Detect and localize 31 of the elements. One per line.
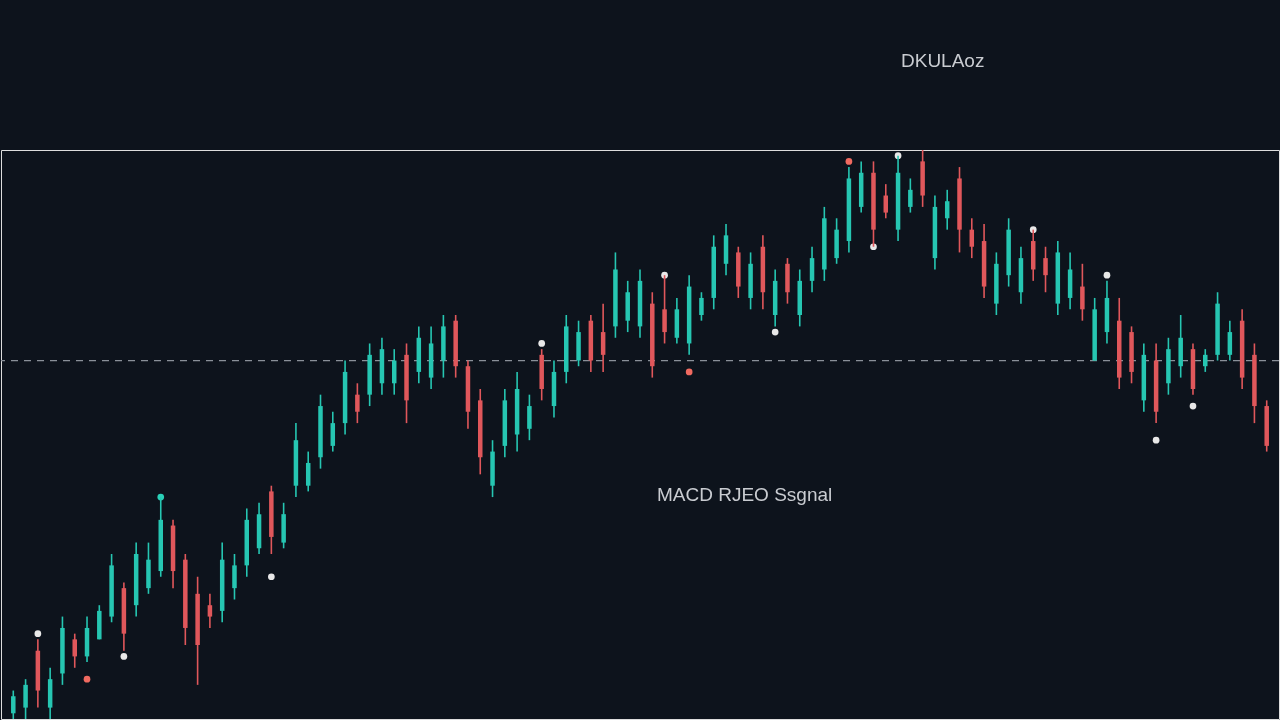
candlestick: [207, 593, 213, 629]
candlestick: [1043, 245, 1048, 294]
point: [1189, 402, 1197, 410]
candlestick: [232, 553, 237, 601]
point: [845, 158, 853, 165]
point: [83, 675, 91, 683]
candlestick: [699, 291, 704, 322]
candlestick: [527, 393, 532, 441]
text: DKULAoz: [901, 50, 985, 71]
candlestick: [662, 274, 667, 345]
point: [771, 328, 779, 336]
point: [685, 368, 693, 376]
candlestick: [23, 678, 28, 720]
candlestick: [72, 632, 77, 669]
candlestick: [1080, 263, 1085, 322]
point: [1152, 436, 1160, 444]
annotation: MACD RJEO Ssgnal: [657, 484, 833, 505]
point: [267, 573, 275, 581]
candlestick: [305, 450, 311, 493]
candlestick: [600, 302, 606, 373]
point: [120, 653, 128, 660]
candlestick: [330, 410, 336, 453]
candlestick: [1227, 319, 1233, 362]
candlestick: [1203, 348, 1208, 373]
point: [1103, 271, 1111, 279]
candlestick: [809, 245, 815, 294]
candlestick: [11, 689, 16, 720]
point: [538, 340, 546, 347]
candlestick: [908, 177, 913, 214]
point: [34, 630, 42, 637]
candlestick: [355, 382, 360, 424]
